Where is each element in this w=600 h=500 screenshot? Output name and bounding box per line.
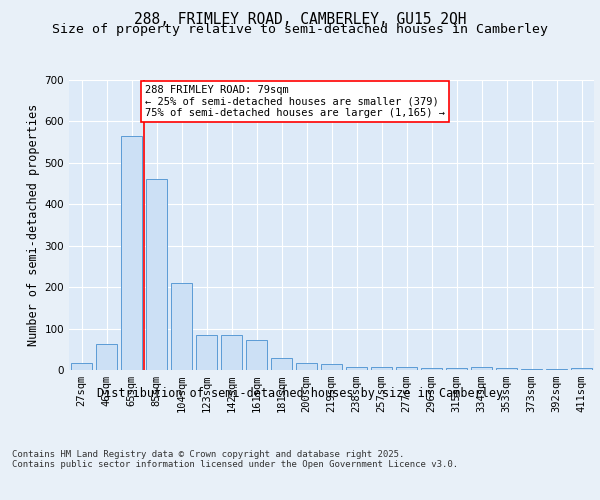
Bar bbox=[71, 363, 92, 370]
Bar bbox=[371, 366, 392, 370]
Y-axis label: Number of semi-detached properties: Number of semi-detached properties bbox=[28, 104, 40, 346]
Bar bbox=[346, 366, 367, 370]
Bar bbox=[521, 369, 542, 370]
Text: Distribution of semi-detached houses by size in Camberley: Distribution of semi-detached houses by … bbox=[97, 388, 503, 400]
Bar bbox=[271, 358, 292, 370]
Text: 288, FRIMLEY ROAD, CAMBERLEY, GU15 2QH: 288, FRIMLEY ROAD, CAMBERLEY, GU15 2QH bbox=[134, 12, 466, 28]
Bar bbox=[296, 363, 317, 370]
Bar bbox=[221, 335, 242, 370]
Bar bbox=[496, 368, 517, 370]
Bar bbox=[246, 340, 267, 370]
Bar bbox=[171, 283, 192, 370]
Text: Contains HM Land Registry data © Crown copyright and database right 2025.
Contai: Contains HM Land Registry data © Crown c… bbox=[12, 450, 458, 469]
Bar bbox=[121, 136, 142, 370]
Bar bbox=[421, 368, 442, 370]
Bar bbox=[146, 180, 167, 370]
Bar bbox=[571, 368, 592, 370]
Text: 288 FRIMLEY ROAD: 79sqm
← 25% of semi-detached houses are smaller (379)
75% of s: 288 FRIMLEY ROAD: 79sqm ← 25% of semi-de… bbox=[145, 85, 445, 118]
Bar bbox=[546, 369, 567, 370]
Bar bbox=[446, 368, 467, 370]
Bar bbox=[321, 364, 342, 370]
Bar bbox=[196, 335, 217, 370]
Text: Size of property relative to semi-detached houses in Camberley: Size of property relative to semi-detach… bbox=[52, 24, 548, 36]
Bar bbox=[396, 366, 417, 370]
Bar bbox=[96, 344, 117, 370]
Bar bbox=[471, 366, 492, 370]
